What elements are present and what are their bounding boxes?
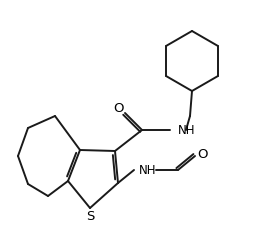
- Text: NH: NH: [139, 164, 157, 176]
- Text: O: O: [113, 102, 123, 114]
- Text: NH: NH: [178, 123, 195, 137]
- Text: O: O: [197, 148, 207, 160]
- Text: S: S: [86, 210, 94, 222]
